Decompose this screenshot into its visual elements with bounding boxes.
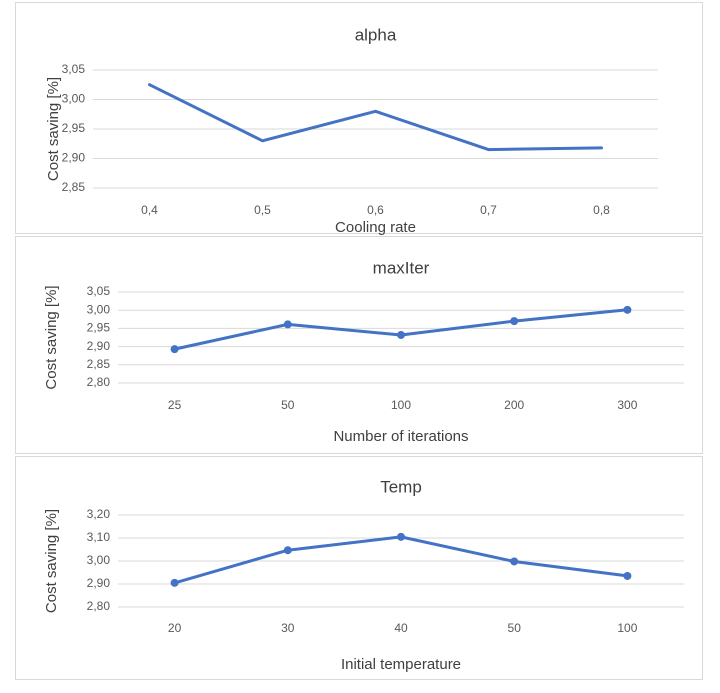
chart-temp-x-axis-title: Initial temperature (341, 656, 461, 673)
chart-temp-x-tick-label: 40 (394, 621, 408, 635)
chart-alpha-y-tick-label: 2,95 (62, 121, 86, 135)
chart-svg-maxiter: maxIter 2,80 2,85 2,90 2,95 3,00 3,05 25 50 100 20… (43, 258, 684, 445)
chart-alpha-x-axis-title: Cooling rate (335, 219, 416, 236)
chart-maxiter-data-point (283, 320, 292, 329)
chart-temp-data-point (397, 532, 405, 541)
chart-maxiter-data-point (623, 305, 632, 314)
chart-temp-x-tick-label: 50 (508, 621, 522, 635)
chart-temp-data-point (170, 578, 179, 587)
chart-temp-y-tick-label: 3,00 (87, 553, 111, 567)
chart-alpha-x-tick-label: 0,4 (141, 203, 158, 217)
chart-temp-x-tick-label: 30 (281, 621, 295, 635)
chart-temp-y-tick-label: 3,20 (87, 507, 111, 521)
chart-panel-alpha: alpha 2,85 2,90 2,95 3,00 3,05 0,4 0,5 0,6 0,7 0,8… (15, 2, 703, 236)
chart-maxiter-y-tick-label: 2,90 (87, 339, 111, 353)
chart-alpha-y-tick-label: 2,85 (62, 180, 86, 194)
chart-panel-temp: Temp 2,80 2,90 3,00 3,10 3,20 20 30 40 50 100 Initi… (15, 456, 703, 680)
chart-alpha-x-tick-label: 0,5 (254, 203, 271, 217)
chart-temp-data-point (623, 571, 632, 580)
chart-maxiter-x-axis-title: Number of iterations (333, 428, 468, 445)
chart-temp-data-point (283, 546, 292, 555)
chart-maxiter-y-axis-title: Cost saving [%] (43, 285, 60, 389)
chart-maxiter-data-point (397, 330, 405, 339)
chart-temp-data-point (510, 557, 519, 566)
chart-temp-y-axis-title: Cost saving [%] (43, 509, 60, 613)
chart-maxiter-series-line (173, 308, 629, 351)
chart-maxiter-x-tick-label: 25 (168, 398, 182, 412)
chart-maxiter-data-point (510, 317, 519, 326)
chart-maxiter-y-tick-label: 2,80 (87, 375, 111, 389)
chart-maxiter-x-tick-label: 200 (504, 398, 524, 412)
chart-temp-series-line (173, 535, 629, 585)
chart-alpha-y-tick-label: 2,90 (62, 151, 86, 165)
chart-maxiter-x-tick-label: 100 (391, 398, 411, 412)
chart-maxiter-x-tick-label: 50 (281, 398, 295, 412)
chart-maxiter-y-tick-label: 2,95 (87, 321, 111, 335)
chart-temp-title: Temp (380, 477, 422, 496)
chart-maxiter-title: maxIter (373, 258, 430, 277)
chart-alpha-y-tick-label: 3,00 (62, 92, 86, 106)
chart-maxiter-y-tick-label: 2,85 (87, 357, 111, 371)
chart-alpha-y-tick-label: 3,05 (62, 62, 86, 76)
chart-alpha-x-tick-label: 0,7 (480, 203, 497, 217)
chart-alpha-x-tick-label: 0,8 (593, 203, 610, 217)
chart-maxiter-y-tick-label: 3,00 (87, 302, 111, 316)
chart-temp-x-tick-label: 100 (617, 621, 637, 635)
chart-panel-maxiter: maxIter 2,80 2,85 2,90 2,95 3,00 3,05 25 50 100 20… (15, 236, 703, 454)
chart-temp-y-tick-label: 2,90 (87, 576, 111, 590)
chart-alpha-title: alpha (355, 25, 397, 44)
chart-alpha-y-axis-title: Cost saving [%] (45, 77, 62, 181)
chart-temp-x-tick-label: 20 (168, 621, 182, 635)
chart-svg-temp: Temp 2,80 2,90 3,00 3,10 3,20 20 30 40 50 100 Initi… (43, 477, 684, 673)
chart-svg-alpha: alpha 2,85 2,90 2,95 3,00 3,05 0,4 0,5 0,6 0,7 0,8… (45, 25, 658, 236)
chart-alpha-x-tick-label: 0,6 (367, 203, 384, 217)
chart-maxiter-data-point (170, 345, 179, 354)
chart-alpha-series-line (148, 83, 603, 152)
chart-temp-y-tick-label: 3,10 (87, 530, 111, 544)
chart-maxiter-y-tick-label: 3,05 (87, 284, 111, 298)
chart-maxiter-x-tick-label: 300 (617, 398, 637, 412)
chart-temp-y-tick-label: 2,80 (87, 599, 111, 613)
